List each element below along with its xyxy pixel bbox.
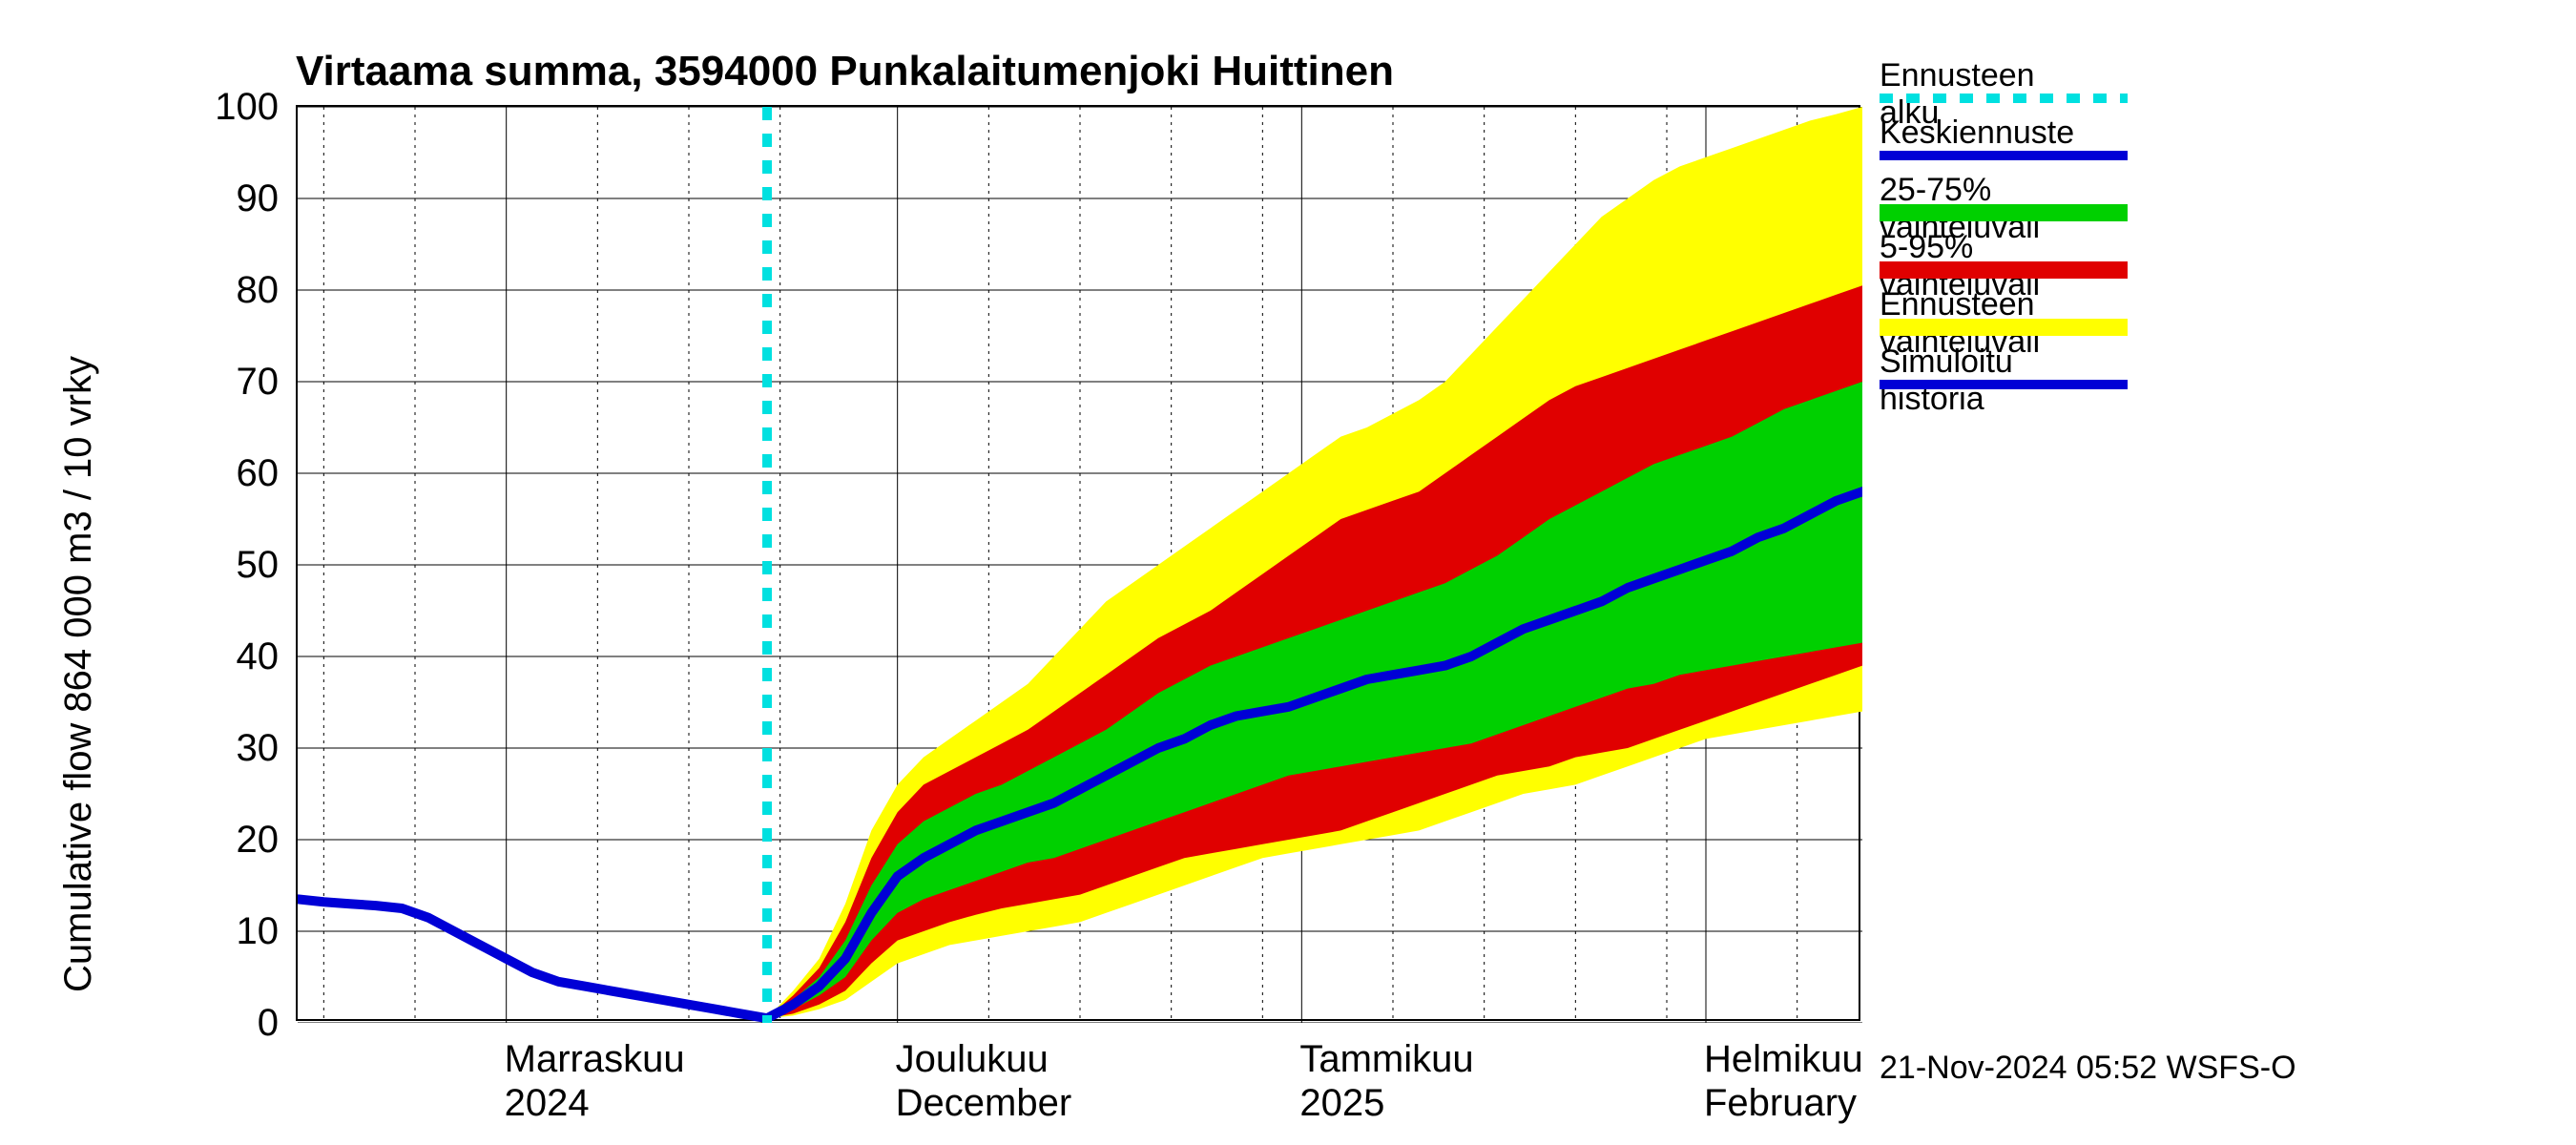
y-axis-label: Cumulative flow 864 000 m3 / 10 vrky xyxy=(57,356,100,992)
y-tick: 20 xyxy=(237,819,280,862)
chart-container: Virtaama summa, 3594000 Punkalaitumenjok… xyxy=(0,0,2576,1145)
history-line xyxy=(298,899,767,1018)
chart-title: Virtaama summa, 3594000 Punkalaitumenjok… xyxy=(296,48,1394,95)
x-tick-minor: 2025 xyxy=(1299,1082,1384,1125)
y-tick: 30 xyxy=(237,727,280,770)
y-tick: 70 xyxy=(237,361,280,404)
y-tick: 60 xyxy=(237,452,280,495)
y-tick: 0 xyxy=(258,1002,279,1045)
x-tick-major: Tammikuu xyxy=(1299,1038,1473,1081)
x-tick-minor: February xyxy=(1704,1082,1857,1125)
x-tick-minor: December xyxy=(896,1082,1072,1125)
x-tick-major: Helmikuu xyxy=(1704,1038,1863,1081)
legend-swatch xyxy=(1880,94,2128,103)
x-tick-major: Marraskuu xyxy=(505,1038,685,1081)
plot-svg xyxy=(298,107,1862,1023)
y-tick: 40 xyxy=(237,635,280,678)
plot-area xyxy=(296,105,1860,1021)
legend-swatch xyxy=(1880,380,2128,389)
x-tick-minor: 2024 xyxy=(505,1082,590,1125)
legend-swatch xyxy=(1880,261,2128,279)
y-tick: 10 xyxy=(237,910,280,953)
footer-timestamp: 21-Nov-2024 05:52 WSFS-O xyxy=(1880,1050,2296,1087)
legend-swatch xyxy=(1880,204,2128,221)
y-tick: 90 xyxy=(237,177,280,220)
legend-label: Keskiennuste xyxy=(1880,114,2074,152)
y-tick: 50 xyxy=(237,544,280,587)
legend-swatch xyxy=(1880,319,2128,336)
legend-swatch xyxy=(1880,151,2128,160)
y-tick: 80 xyxy=(237,269,280,312)
x-tick-major: Joulukuu xyxy=(896,1038,1049,1081)
y-tick: 100 xyxy=(215,86,279,129)
